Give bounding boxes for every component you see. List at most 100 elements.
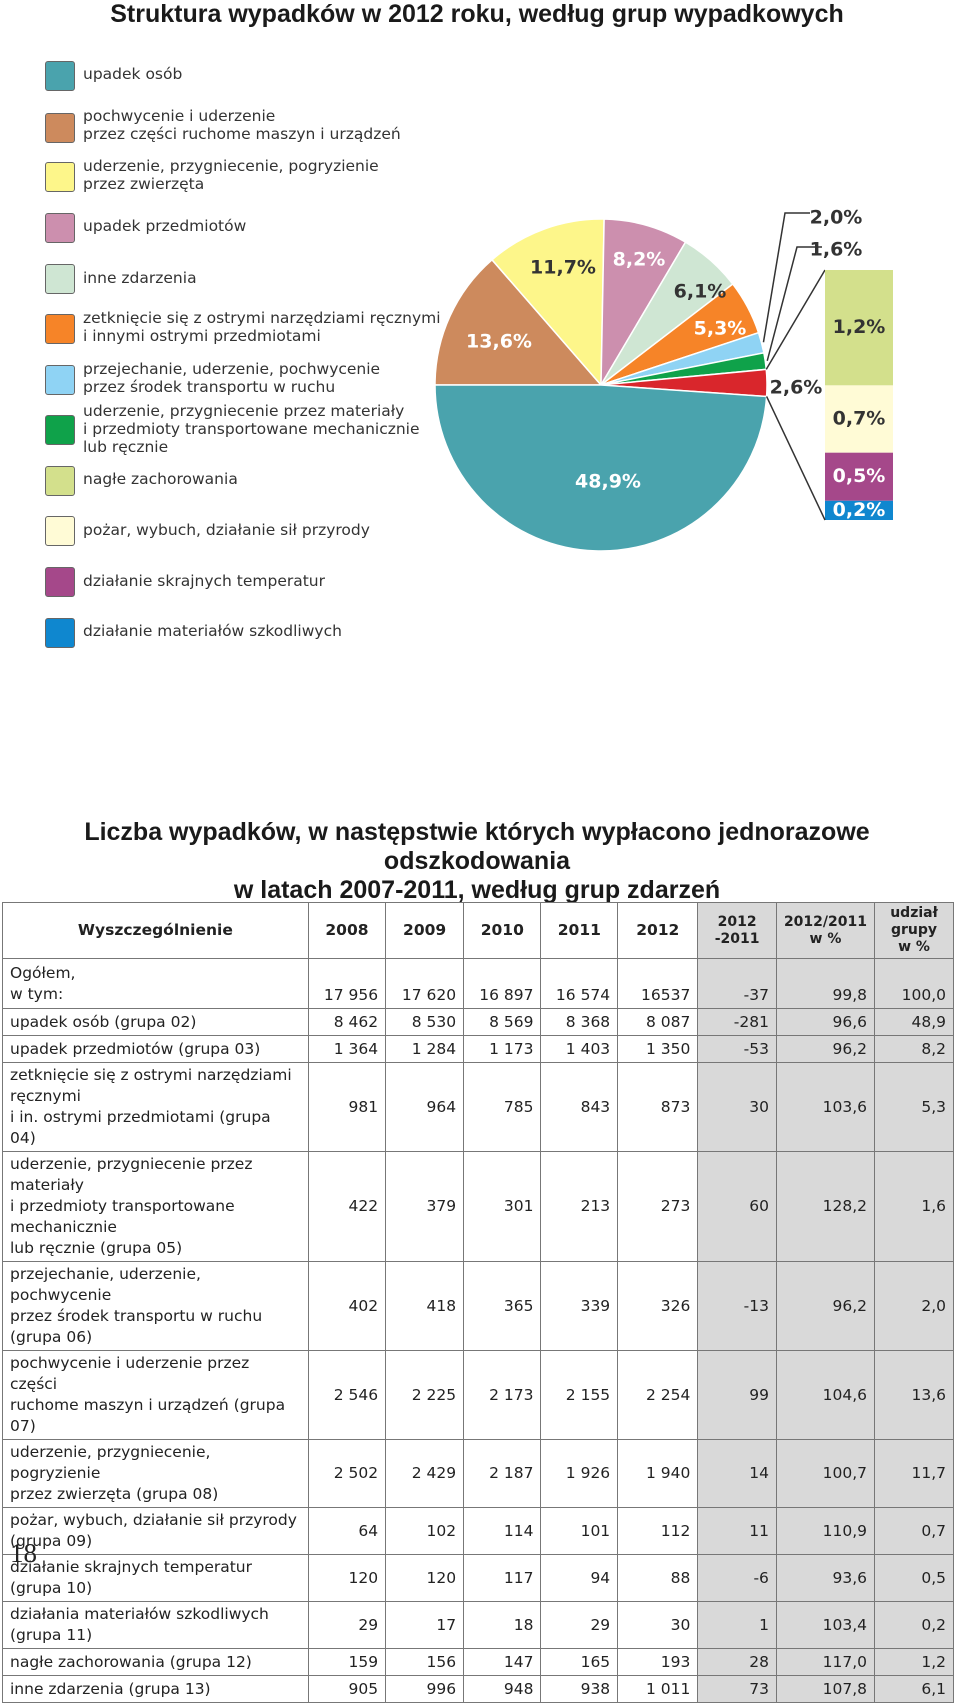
legend-swatch (45, 162, 75, 192)
connector-line (765, 396, 826, 521)
table-cell: 11,7 (873, 1439, 955, 1508)
table-cell: 8 368 (540, 1008, 619, 1036)
table-cell: 128,2 (775, 1151, 875, 1262)
table-cell: 2 429 (385, 1439, 465, 1508)
table-cell: 117 (463, 1554, 542, 1602)
table-cell: 273 (617, 1151, 699, 1262)
table-cell: -53 (697, 1035, 777, 1063)
table-row: działanie skrajnych temperatur (grupa 10… (2, 1554, 955, 1602)
table-cell: 938 (540, 1675, 619, 1703)
table-cell: 213 (540, 1151, 619, 1262)
table-cell: 17 956 (307, 958, 387, 1009)
legend-swatch (45, 61, 75, 91)
table-cell: 1 403 (540, 1035, 619, 1063)
chart-title: Struktura wypadków w 2012 roku, według g… (110, 0, 844, 28)
table-cell: 13,6 (873, 1350, 955, 1440)
table-cell: 101 (540, 1507, 619, 1555)
chart: 48,9% 13,6% 11,7% 8,2% 6,1% 5,3% 2,0% 1,6% 2,6% 1… (434, 207, 893, 552)
table-cell: zetknięcie się z ostrymi narzędziami ręc… (2, 1062, 309, 1152)
table-cell: upadek przedmiotów (grupa 03) (2, 1035, 309, 1063)
table-cell: 2 187 (463, 1439, 542, 1508)
bar-segment (825, 452, 893, 501)
table-cell: 1 011 (617, 1675, 699, 1703)
table-cell: 6,1 (873, 1675, 955, 1703)
table-cell: pochwycenie i uderzenie przez części ruc… (2, 1350, 309, 1440)
table-cell: 996 (385, 1675, 465, 1703)
table-cell: 2012 -2011 (697, 902, 777, 959)
legend-label: uderzenie, przygniecenie przez materiały… (83, 402, 420, 456)
table-cell: 981 (307, 1062, 387, 1152)
table-cell: 114 (463, 1507, 542, 1555)
table-cell: 1 350 (617, 1035, 699, 1063)
table-row: uderzenie, przygniecenie przez materiały… (2, 1151, 955, 1262)
table-cell: 2 546 (307, 1350, 387, 1440)
table-cell: 2 155 (540, 1350, 619, 1440)
table-cell: 2012 (617, 902, 699, 959)
legend-label: upadek osób (83, 65, 183, 83)
table-cell: -281 (697, 1008, 777, 1036)
data-label: 11,7% (530, 257, 596, 279)
data-table: Wyszczególnienie 2008 2009 2010 2011 2012 2012… (2, 902, 955, 1703)
data-label: 2,0% (810, 207, 863, 229)
table-row: działania materiałów szkodliwych (grupa … (2, 1601, 955, 1649)
table-cell: 905 (307, 1675, 387, 1703)
table-cell: 1 284 (385, 1035, 465, 1063)
table-cell: 17 (385, 1601, 465, 1649)
table-cell: 8 569 (463, 1008, 542, 1036)
table-cell: -37 (697, 958, 777, 1009)
table-cell: 107,8 (775, 1675, 875, 1703)
table-row: upadek przedmiotów (grupa 03) 1 364 1 284 1… (2, 1035, 955, 1063)
data-label: 5,3% (694, 318, 747, 340)
table-cell: 2008 (307, 902, 387, 959)
legend-label: pochwycenie i uderzenie przez części ruc… (83, 107, 401, 143)
table-cell: 120 (307, 1554, 387, 1602)
table-row: pożar, wybuch, działanie sił przyrody (g… (2, 1507, 955, 1555)
table-cell: 99 (697, 1350, 777, 1440)
table-cell: 88 (617, 1554, 699, 1602)
table-cell: 30 (697, 1062, 777, 1152)
legend-label: zetknięcie się z ostrymi narzędziami ręc… (83, 309, 441, 345)
table-row: Wyszczególnienie 2008 2009 2010 2011 2012 2012… (2, 902, 955, 959)
table-cell: działania materiałów szkodliwych (grupa … (2, 1601, 309, 1649)
table-row: pochwycenie i uderzenie przez części ruc… (2, 1350, 955, 1440)
data-label: 0,2% (833, 499, 886, 521)
table-cell: 5,3 (873, 1062, 955, 1152)
table-cell: 100,0 (873, 958, 955, 1009)
table-cell: 103,4 (775, 1601, 875, 1649)
table-cell: 96,6 (775, 1008, 875, 1036)
table-cell: 2,0 (873, 1261, 955, 1351)
table-row: uderzenie, przygniecenie, pogryzienie pr… (2, 1439, 955, 1508)
table-cell: 102 (385, 1507, 465, 1555)
data-label: 13,6% (466, 331, 532, 353)
table-cell: 29 (307, 1601, 387, 1649)
legend-label: nagłe zachorowania (83, 470, 238, 488)
leader-line (762, 212, 810, 343)
table-row: zetknięcie się z ostrymi narzędziami ręc… (2, 1062, 955, 1152)
table-row: Ogółem, w tym: 17 956 17 620 16 897 16 574 16… (2, 958, 955, 1009)
legend-label: przejechanie, uderzenie, pochwycenie prz… (83, 360, 381, 396)
table-cell: 2012/2011 w % (775, 902, 875, 959)
table-cell: 117,0 (775, 1648, 875, 1676)
table-cell: 11 (697, 1507, 777, 1555)
table-row: przejechanie, uderzenie, pochwycenie prz… (2, 1261, 955, 1351)
table-title: Liczba wypadków, w następstwie których w… (84, 818, 870, 904)
table-cell: pożar, wybuch, działanie sił przyrody (g… (2, 1507, 309, 1555)
table-cell: 8 087 (617, 1008, 699, 1036)
data-label: 6,1% (674, 281, 727, 303)
legend-swatch (45, 516, 75, 546)
legend-swatch (45, 415, 75, 445)
table-cell: 2011 (540, 902, 619, 959)
leader-line (766, 246, 822, 361)
table-cell: Ogółem, w tym: (2, 958, 309, 1009)
pie-slice (434, 258, 603, 386)
table-cell: uderzenie, przygniecenie, pogryzienie pr… (2, 1439, 309, 1508)
table-row: nagłe zachorowania (grupa 12) 159 156 147 16… (2, 1648, 955, 1676)
table-cell: 147 (463, 1648, 542, 1676)
table-cell: 110,9 (775, 1507, 875, 1555)
table-cell: 94 (540, 1554, 619, 1602)
table-cell: inne zdarzenia (grupa 13) (2, 1675, 309, 1703)
table-cell: 785 (463, 1062, 542, 1152)
table-cell: 99,8 (775, 958, 875, 1009)
table-cell: 96,2 (775, 1261, 875, 1351)
